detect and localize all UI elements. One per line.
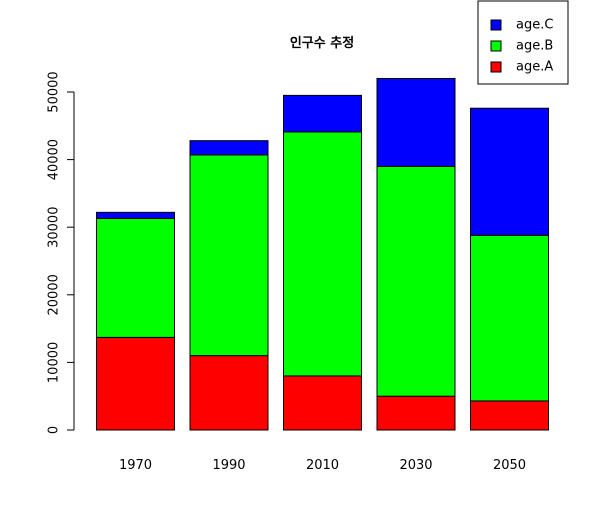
y-axis: 0 10000 20000 30000 40000 50000 (47, 71, 75, 434)
y-tick-label: 0 (47, 426, 62, 434)
legend: age.C age.B age.A (477, 0, 569, 85)
x-tick-label: 2010 (306, 458, 339, 473)
bar-2050-age.C (470, 107, 549, 236)
legend-swatch-age.B (490, 40, 502, 52)
y-tick-label: 20000 (47, 274, 62, 315)
bars (96, 77, 549, 431)
bar-1990-age.B (189, 154, 269, 357)
legend-label-age.A: age.A (516, 60, 553, 75)
legend-swatch-age.A (490, 61, 502, 73)
chart-title: 인구수 추정 (290, 35, 354, 51)
x-tick-label: 2030 (399, 458, 432, 473)
x-tick-label: 1970 (119, 458, 152, 473)
bar-1970-age.B (96, 217, 175, 338)
bar-2030-age.B (376, 165, 456, 397)
y-tick-label: 50000 (47, 71, 62, 112)
x-tick-label: 2050 (493, 458, 526, 473)
bar-1970-age.A (96, 336, 175, 431)
legend-swatch-age.C (490, 19, 502, 31)
x-tick-label: 1990 (212, 458, 245, 473)
bar-2010-age.C (283, 94, 362, 133)
legend-label-age.C: age.C (516, 18, 553, 33)
bar-2010-age.B (283, 131, 362, 377)
bar-1990-age.A (189, 355, 269, 431)
legend-label-age.B: age.B (516, 39, 553, 54)
bar-2030-age.C (376, 77, 456, 167)
bar-2050-age.B (470, 234, 549, 402)
bar-2010-age.A (283, 375, 362, 431)
y-tick-label: 30000 (47, 207, 62, 248)
bar-2050-age.A (470, 400, 549, 431)
bar-1990-age.C (189, 140, 269, 156)
y-tick-label: 40000 (47, 139, 62, 180)
x-axis-labels: 1970 1990 2010 2030 2050 (119, 458, 526, 473)
y-tick-label: 10000 (47, 342, 62, 383)
bar-1970-age.C (96, 211, 175, 219)
bar-2030-age.A (376, 395, 456, 431)
